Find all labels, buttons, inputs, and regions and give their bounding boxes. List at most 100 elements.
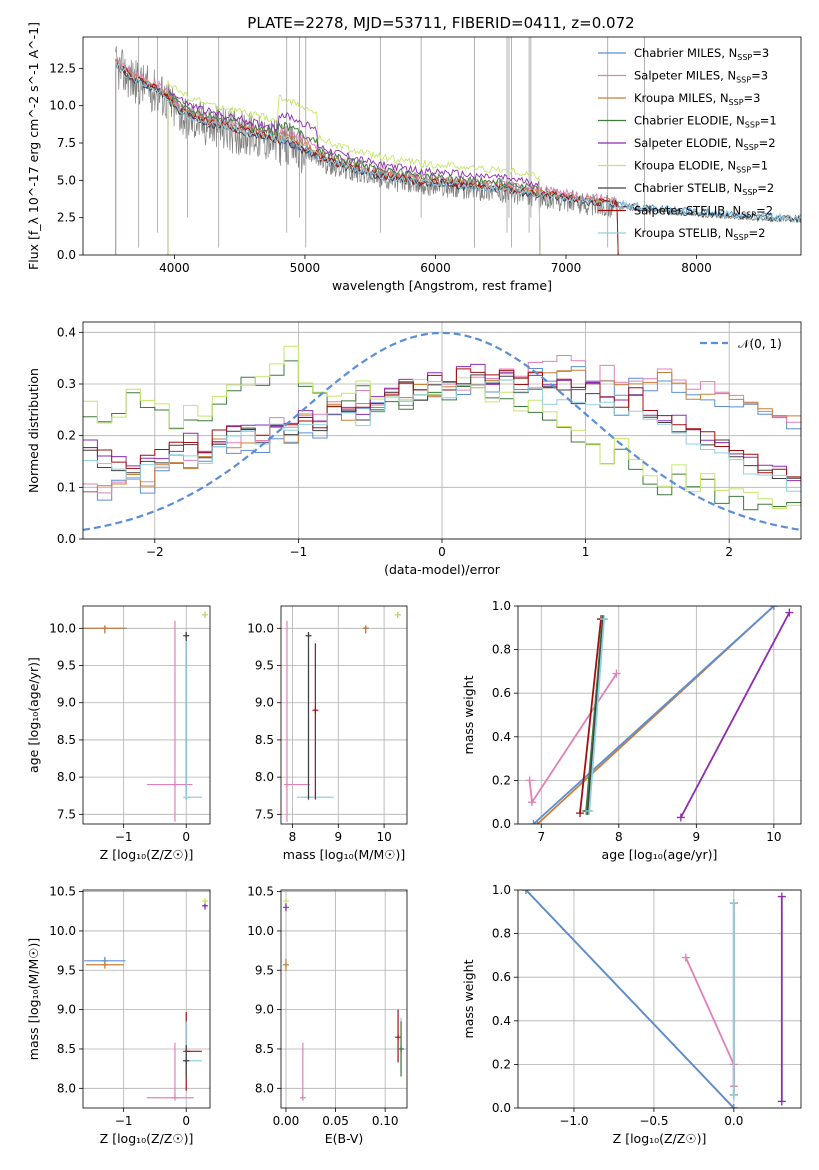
series-marker (676, 813, 685, 822)
y-tick-label: 8.5 (255, 733, 274, 747)
x-tick-label: −1 (115, 1114, 133, 1128)
legend-label: Kroupa MILES, NSSP=3 (634, 91, 760, 107)
data-point (398, 1045, 405, 1052)
plot-area (84, 898, 208, 1101)
data-point (171, 781, 178, 788)
x-axis-label: E(B-V) (325, 1131, 364, 1146)
model-spectrum (115, 60, 801, 255)
x-tick-label: 7000 (551, 261, 582, 275)
data-point (201, 898, 208, 905)
y-tick-label: 7.5 (255, 807, 274, 821)
data-point (305, 632, 312, 639)
axes-frame (82, 36, 802, 256)
x-axis-label: Z [log₁₀(Z/Z☉)] (100, 847, 194, 862)
y-tick-label: 0.2 (492, 1057, 511, 1071)
y-axis-label: age [log₁₀(age/yr)] (26, 657, 41, 773)
y-tick-label: 8.0 (57, 770, 76, 784)
x-tick-label: 0 (182, 830, 190, 844)
series-marker (525, 776, 534, 785)
y-axis-label: mass [log₁₀(M/M☉)] (26, 938, 41, 1060)
x-tick-label: −2 (146, 545, 164, 559)
legend-label: Kroupa STELIB, NSSP=2 (634, 226, 765, 242)
data-point (183, 794, 190, 801)
x-tick-label: 8 (289, 830, 297, 844)
series-marker (521, 890, 530, 894)
panel-age_vs_mass: 8 9 10 7.5 8.0 8.5 9.0 9.5 10.0 mass [log₁₀(M/M☉)… (247, 605, 408, 862)
y-tick-label: 7.5 (57, 807, 76, 821)
data-point (282, 904, 289, 911)
y-tick-label: 8.0 (255, 770, 274, 784)
y-tick-label: 7.5 (57, 136, 76, 150)
y-tick-label: 10.0 (247, 924, 274, 938)
x-tick-label: −1 (290, 545, 308, 559)
figure-title: PLATE=2278, MJD=53711, FIBERID=0411, z=0… (247, 14, 634, 32)
x-tick-label: 6000 (420, 261, 451, 275)
y-tick-label: 0.0 (57, 532, 76, 546)
y-tick-label: 10.0 (247, 621, 274, 635)
axes: −1 0 7.5 8.0 8.5 9.0 9.5 10.0 Z [log₁₀(Z/Z☉)] age… (26, 605, 211, 862)
y-tick-label: 0.4 (57, 325, 76, 339)
plot-area (115, 37, 801, 255)
series-line (588, 619, 605, 811)
x-tick-label: 0 (438, 545, 446, 559)
x-tick-label: −1 (115, 830, 133, 844)
y-tick-label: 5.0 (57, 173, 76, 187)
panel-mass_vs_EBV: 0.00 0.05 0.10 8.0 8.5 9.0 9.5 10.0 10.5 E(B-V) (247, 885, 408, 1146)
series-marker (729, 1090, 738, 1099)
panel-massweight_vs_Z: −1.0 −0.5 0.0 0.0 0.2 0.4 0.6 0.8 1.0 Z [log₁₀(Z/… (461, 883, 802, 1146)
series-marker (729, 899, 738, 908)
axes: 4000 5000 6000 7000 8000 0.0 2.5 5.0 7.5 10.0 12.5… (26, 22, 802, 293)
data-point (183, 1057, 190, 1064)
data-point (282, 961, 289, 968)
series-line (585, 619, 604, 811)
x-tick-label: 0.0 (724, 1114, 743, 1128)
panel-mass_vs_Z: −1 0 8.0 8.5 9.0 9.5 10.0 10.5 Z [log₁₀(Z/Z☉)] ma… (26, 885, 211, 1146)
y-tick-label: 9.0 (255, 1003, 274, 1017)
axes: 8 9 10 7.5 8.0 8.5 9.0 9.5 10.0 mass [log₁₀(M/M☉)… (247, 605, 408, 862)
y-tick-label: 10.0 (49, 99, 76, 113)
axes-frame (280, 605, 408, 825)
y-tick-label: 2.5 (57, 211, 76, 225)
data-point (101, 625, 108, 632)
y-tick-label: 8.0 (255, 1081, 274, 1095)
series-marker (529, 820, 538, 824)
axes-frame (517, 605, 802, 825)
series-marker (576, 809, 585, 818)
model-spectrum (167, 80, 541, 255)
y-tick-label: 10.5 (49, 885, 76, 899)
plot-area (282, 897, 405, 1101)
legend-residual: 𝒩(0, 1) (700, 337, 782, 351)
histogram-step (83, 374, 801, 486)
series-marker (769, 606, 778, 610)
y-tick-label: 12.5 (49, 61, 76, 75)
series-marker (785, 608, 794, 617)
y-tick-label: 9.5 (255, 659, 274, 673)
x-tick-label: 0.10 (372, 1114, 399, 1128)
axes-frame (82, 889, 211, 1109)
panel-massweight_vs_age: 7 8 9 10 0.0 0.2 0.4 0.6 0.8 1.0 age [log₁₀(age/yr… (461, 599, 802, 862)
y-tick-label: 0.6 (492, 970, 511, 984)
legend-spectrum: Chabrier MILES, NSSP=3 Salpeter MILES, NS… (598, 46, 777, 242)
axes-frame (82, 605, 211, 825)
series-marker (681, 953, 690, 962)
x-tick-label: 2 (725, 545, 733, 559)
data-point (394, 611, 401, 618)
x-tick-label: 10 (766, 830, 781, 844)
model-spectrum (115, 58, 619, 255)
x-tick-label: 7 (537, 830, 545, 844)
legend-label: Salpeter MILES, NSSP=3 (634, 69, 768, 85)
y-tick-label: 8.5 (255, 1042, 274, 1056)
y-tick-label: 0.2 (492, 773, 511, 787)
y-tick-label: 0.0 (492, 1101, 511, 1115)
axes-frame (517, 889, 802, 1109)
x-tick-label: 0.05 (322, 1114, 349, 1128)
axes-frame (280, 889, 408, 1109)
x-tick-label: 4000 (159, 261, 190, 275)
y-tick-label: 8.0 (57, 1081, 76, 1095)
data-point (282, 898, 289, 905)
y-tick-label: 0.8 (492, 643, 511, 657)
y-tick-label: 8.5 (57, 733, 76, 747)
data-point (201, 611, 208, 618)
plot-area (525, 606, 794, 824)
y-tick-label: 0.0 (57, 248, 76, 262)
